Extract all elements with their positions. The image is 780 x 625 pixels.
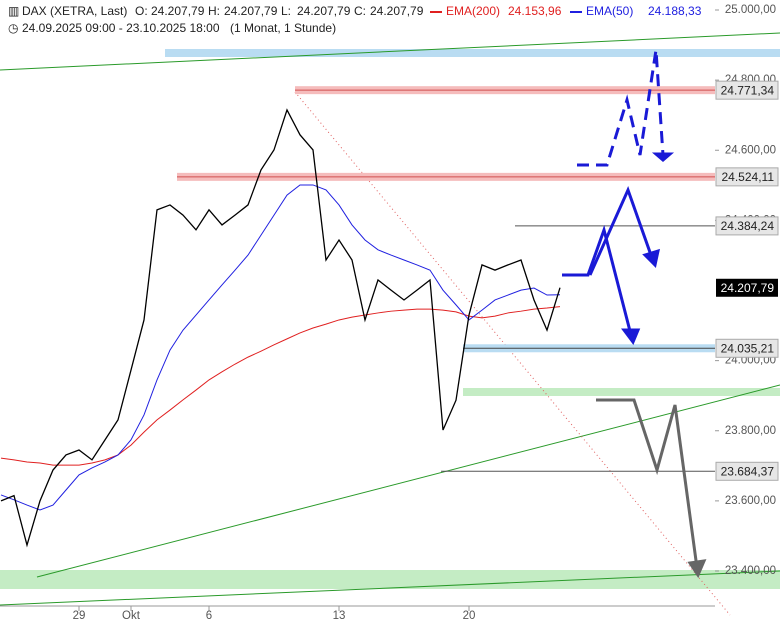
level-label: 24.524,11 — [722, 170, 775, 184]
level-label: 23.684,37 — [721, 464, 775, 478]
trend-line — [0, 570, 780, 606]
levels — [177, 86, 715, 472]
level-label: 24.035,21 — [721, 341, 775, 355]
y-tick-label: 25.000,00 — [725, 4, 776, 16]
icon: ◷ — [8, 21, 18, 35]
scenario-arrows — [562, 49, 707, 579]
plot — [0, 108, 561, 548]
chart-title: DAX (XETRA, Last) — [22, 4, 127, 18]
zone — [463, 388, 780, 396]
x-tick-label: 13 — [333, 610, 346, 622]
last-price-label: 24.207,79 — [721, 281, 775, 295]
x-tick-label: Okt — [122, 610, 141, 622]
level-label-box — [715, 167, 779, 187]
level-label: 24.384,24 — [721, 219, 775, 233]
legend-label: EMA(50) — [586, 4, 633, 18]
level-label-box — [715, 216, 779, 236]
ohlc-value: 24.207,79 — [224, 4, 278, 18]
zone — [165, 49, 780, 57]
level-label: 24.771,34 — [721, 83, 775, 97]
x-tick-label: 29 — [73, 610, 86, 622]
ema-line — [0, 184, 561, 511]
ema-line — [0, 306, 561, 466]
y-tick-label: 23.800,00 — [725, 425, 776, 437]
legend-value: 24.188,33 — [648, 4, 702, 18]
legend-value: 24.153,96 — [508, 4, 562, 18]
ohlc-name: H: — [208, 4, 220, 18]
x-tick-label: 20 — [463, 610, 476, 622]
trend-line — [36, 384, 780, 578]
level-label-box — [715, 80, 779, 100]
icon: ▥ — [8, 4, 19, 18]
ohlc-name: L: — [281, 4, 291, 18]
y-tick-label: 24.600,00 — [725, 144, 776, 156]
trend-line — [294, 91, 731, 616]
y-tick-label: 23.600,00 — [725, 495, 776, 507]
subtitle: 24.09.2025 09:00 - 23.10.2025 18:00 — [22, 21, 220, 35]
ohlc: O: 24.207,79 H: 24.207,79 L: 24.207,79 C: 24.20… — [135, 4, 424, 18]
last-price-box — [716, 278, 778, 297]
trend-line — [0, 32, 780, 71]
level-label-box — [715, 461, 779, 481]
period: (1 Monat, 1 Stunde) — [230, 21, 336, 35]
level-label-box — [715, 338, 779, 358]
y-tick-label: 23.400,00 — [725, 565, 776, 577]
ohlc-value: 24.207,79 — [151, 4, 205, 18]
ohlc-value: 24.207,79 — [297, 4, 351, 18]
ohlc-name: C: — [354, 4, 366, 18]
ohlc-name: O: — [135, 4, 148, 18]
price-line — [0, 108, 561, 548]
legend: EMA(200) 24.153,96 EMA(50) 24.188,33 — [430, 4, 702, 18]
ohlc-value: 24.207,79 — [370, 4, 424, 18]
legend-label: EMA(200) — [446, 4, 500, 18]
zone — [0, 570, 780, 589]
x-tick-label: 6 — [206, 610, 212, 622]
